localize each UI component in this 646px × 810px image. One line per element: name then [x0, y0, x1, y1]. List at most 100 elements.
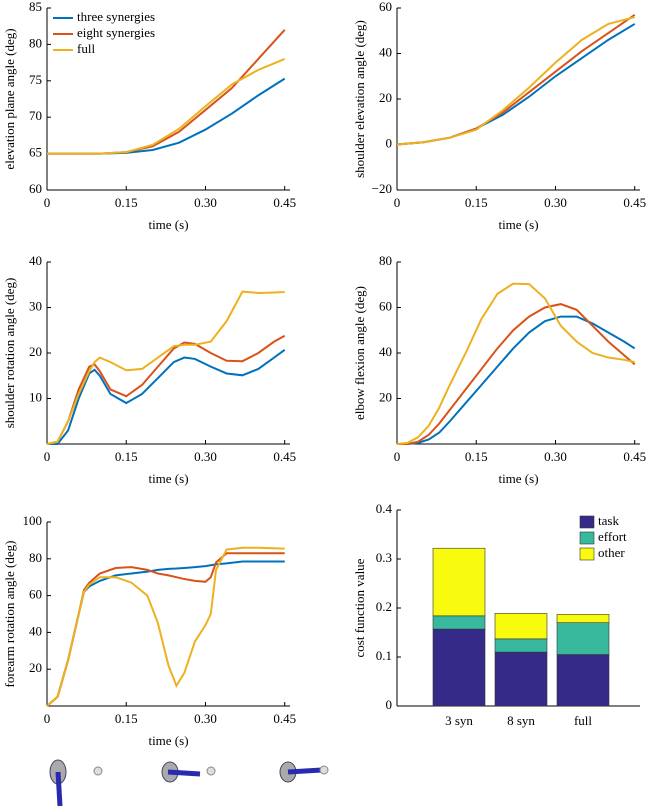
- series-line: [46, 546, 285, 707]
- y-tick-label: 80: [379, 253, 392, 268]
- y-axis-label: shoulder elevation angle (deg): [352, 20, 367, 178]
- series-line: [46, 290, 285, 445]
- x-tick-label: 0.30: [194, 195, 217, 210]
- x-tick-label: 0.45: [623, 195, 646, 210]
- series-line: [397, 315, 636, 445]
- y-tick-label: 80: [29, 550, 42, 565]
- series-line: [397, 303, 636, 445]
- x-tick-label: 0: [394, 195, 401, 210]
- target: [93, 766, 103, 776]
- arm-forearm: [55, 771, 63, 807]
- x-tick-label: 0.30: [194, 449, 217, 464]
- y-tick-label: 40: [29, 623, 42, 638]
- legend-label: three synergies: [77, 9, 155, 24]
- bar-segment: [556, 654, 610, 707]
- x-tick-label: 0: [44, 195, 51, 210]
- series-line: [47, 58, 286, 155]
- x-axis-label: time (s): [498, 217, 538, 232]
- y-tick-label: 0: [386, 697, 393, 712]
- x-tick-label: 8 syn: [507, 713, 535, 728]
- legend-label: eight synergies: [77, 25, 155, 40]
- y-tick-label: 100: [23, 513, 43, 528]
- y-tick-label: 0.1: [376, 648, 392, 663]
- series-line: [396, 16, 635, 146]
- series-line: [47, 349, 286, 445]
- legend-label: full: [77, 41, 95, 56]
- x-tick-label: 0.30: [544, 449, 567, 464]
- series-line: [396, 282, 635, 445]
- x-tick-label: 0.15: [115, 711, 138, 726]
- y-axis-label: cost function value: [352, 558, 367, 657]
- x-tick-label: 0: [44, 711, 51, 726]
- y-axis-label: elbow flexion angle (deg): [352, 286, 367, 420]
- x-tick-label: 0: [44, 449, 51, 464]
- y-tick-label: 0.4: [376, 501, 393, 516]
- panel: 20 40 60 80 100 forearm rotation angle (deg) t…: [2, 513, 296, 748]
- arm-pose-1: [49, 759, 103, 807]
- x-tick-label: 0.45: [273, 195, 296, 210]
- y-tick-label: 0: [386, 135, 393, 150]
- x-tick-label: 0.30: [544, 195, 567, 210]
- x-axis-label: time (s): [148, 471, 188, 486]
- y-axis-label: elevation plane angle (deg): [2, 28, 17, 169]
- y-tick-label: 20: [379, 90, 392, 105]
- arm-forearm: [167, 769, 201, 777]
- bar-segment: [432, 615, 486, 630]
- legend-label: other: [598, 545, 625, 560]
- series-line: [46, 560, 285, 707]
- bar-segment: [556, 614, 610, 623]
- x-tick-label: 0.15: [465, 195, 488, 210]
- bar-segment: [432, 547, 486, 617]
- y-tick-label: 65: [29, 145, 42, 160]
- y-tick-label: 70: [29, 108, 42, 123]
- target: [319, 765, 329, 775]
- legend-swatch: [579, 547, 595, 561]
- y-tick-label: 10: [29, 389, 42, 404]
- y-tick-label: 40: [379, 344, 392, 359]
- y-tick-label: 40: [29, 253, 42, 268]
- y-tick-label: 75: [29, 72, 42, 87]
- y-tick-label: 30: [29, 298, 42, 313]
- x-tick-label: 0.30: [194, 711, 217, 726]
- y-tick-label: 80: [29, 35, 42, 50]
- panel: 20 40 60 80 elbow flexion angle (deg) time (s…: [352, 253, 646, 486]
- bar-segment: [494, 613, 548, 640]
- x-axis-label: time (s): [498, 471, 538, 486]
- arm-illustrations: [49, 759, 329, 807]
- y-tick-label: 20: [29, 344, 42, 359]
- series-line: [396, 13, 636, 146]
- y-tick-label: 40: [379, 44, 392, 59]
- bar-segment: [494, 651, 548, 707]
- y-tick-label: −20: [372, 181, 392, 196]
- panel: 0 0.1 0.2 0.3 0.4 cost function value 3 syn 8 s…: [352, 501, 640, 728]
- x-axis-label: time (s): [148, 217, 188, 232]
- x-tick-label: 0.15: [115, 195, 138, 210]
- x-tick-label: full: [574, 713, 592, 728]
- x-tick-label: 0.15: [115, 449, 138, 464]
- y-tick-label: 60: [29, 587, 42, 602]
- arm-forearm: [287, 767, 323, 775]
- bar-segment: [494, 638, 548, 653]
- y-tick-label: 20: [29, 660, 42, 675]
- y-tick-label: 0.3: [376, 550, 392, 565]
- x-tick-label: 0.45: [273, 711, 296, 726]
- y-tick-label: 20: [379, 389, 392, 404]
- x-axis-label: time (s): [148, 733, 188, 748]
- legend-swatch: [579, 531, 595, 545]
- legend-label: task: [598, 513, 619, 528]
- series-line: [396, 23, 636, 146]
- y-tick-label: 60: [29, 181, 42, 196]
- x-tick-label: 0.45: [623, 449, 646, 464]
- x-tick-label: 3 syn: [445, 713, 473, 728]
- y-axis-label: shoulder rotation angle (deg): [2, 278, 17, 429]
- x-tick-label: 0.45: [273, 449, 296, 464]
- panel: 10 20 30 40 shoulder rotation angle (deg) tim…: [2, 253, 296, 486]
- series-line: [46, 552, 285, 707]
- y-axis-label: forearm rotation angle (deg): [2, 541, 17, 688]
- y-tick-label: 0.2: [376, 599, 392, 614]
- bar-segment: [432, 628, 486, 707]
- series-line: [47, 77, 286, 155]
